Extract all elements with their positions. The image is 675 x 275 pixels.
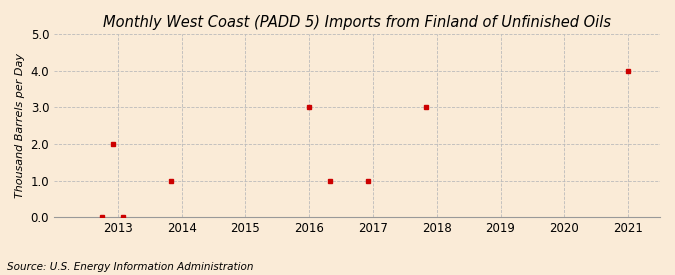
Text: Source: U.S. Energy Information Administration: Source: U.S. Energy Information Administ… [7,262,253,272]
Y-axis label: Thousand Barrels per Day: Thousand Barrels per Day [15,53,25,198]
Title: Monthly West Coast (PADD 5) Imports from Finland of Unfinished Oils: Monthly West Coast (PADD 5) Imports from… [103,15,611,30]
